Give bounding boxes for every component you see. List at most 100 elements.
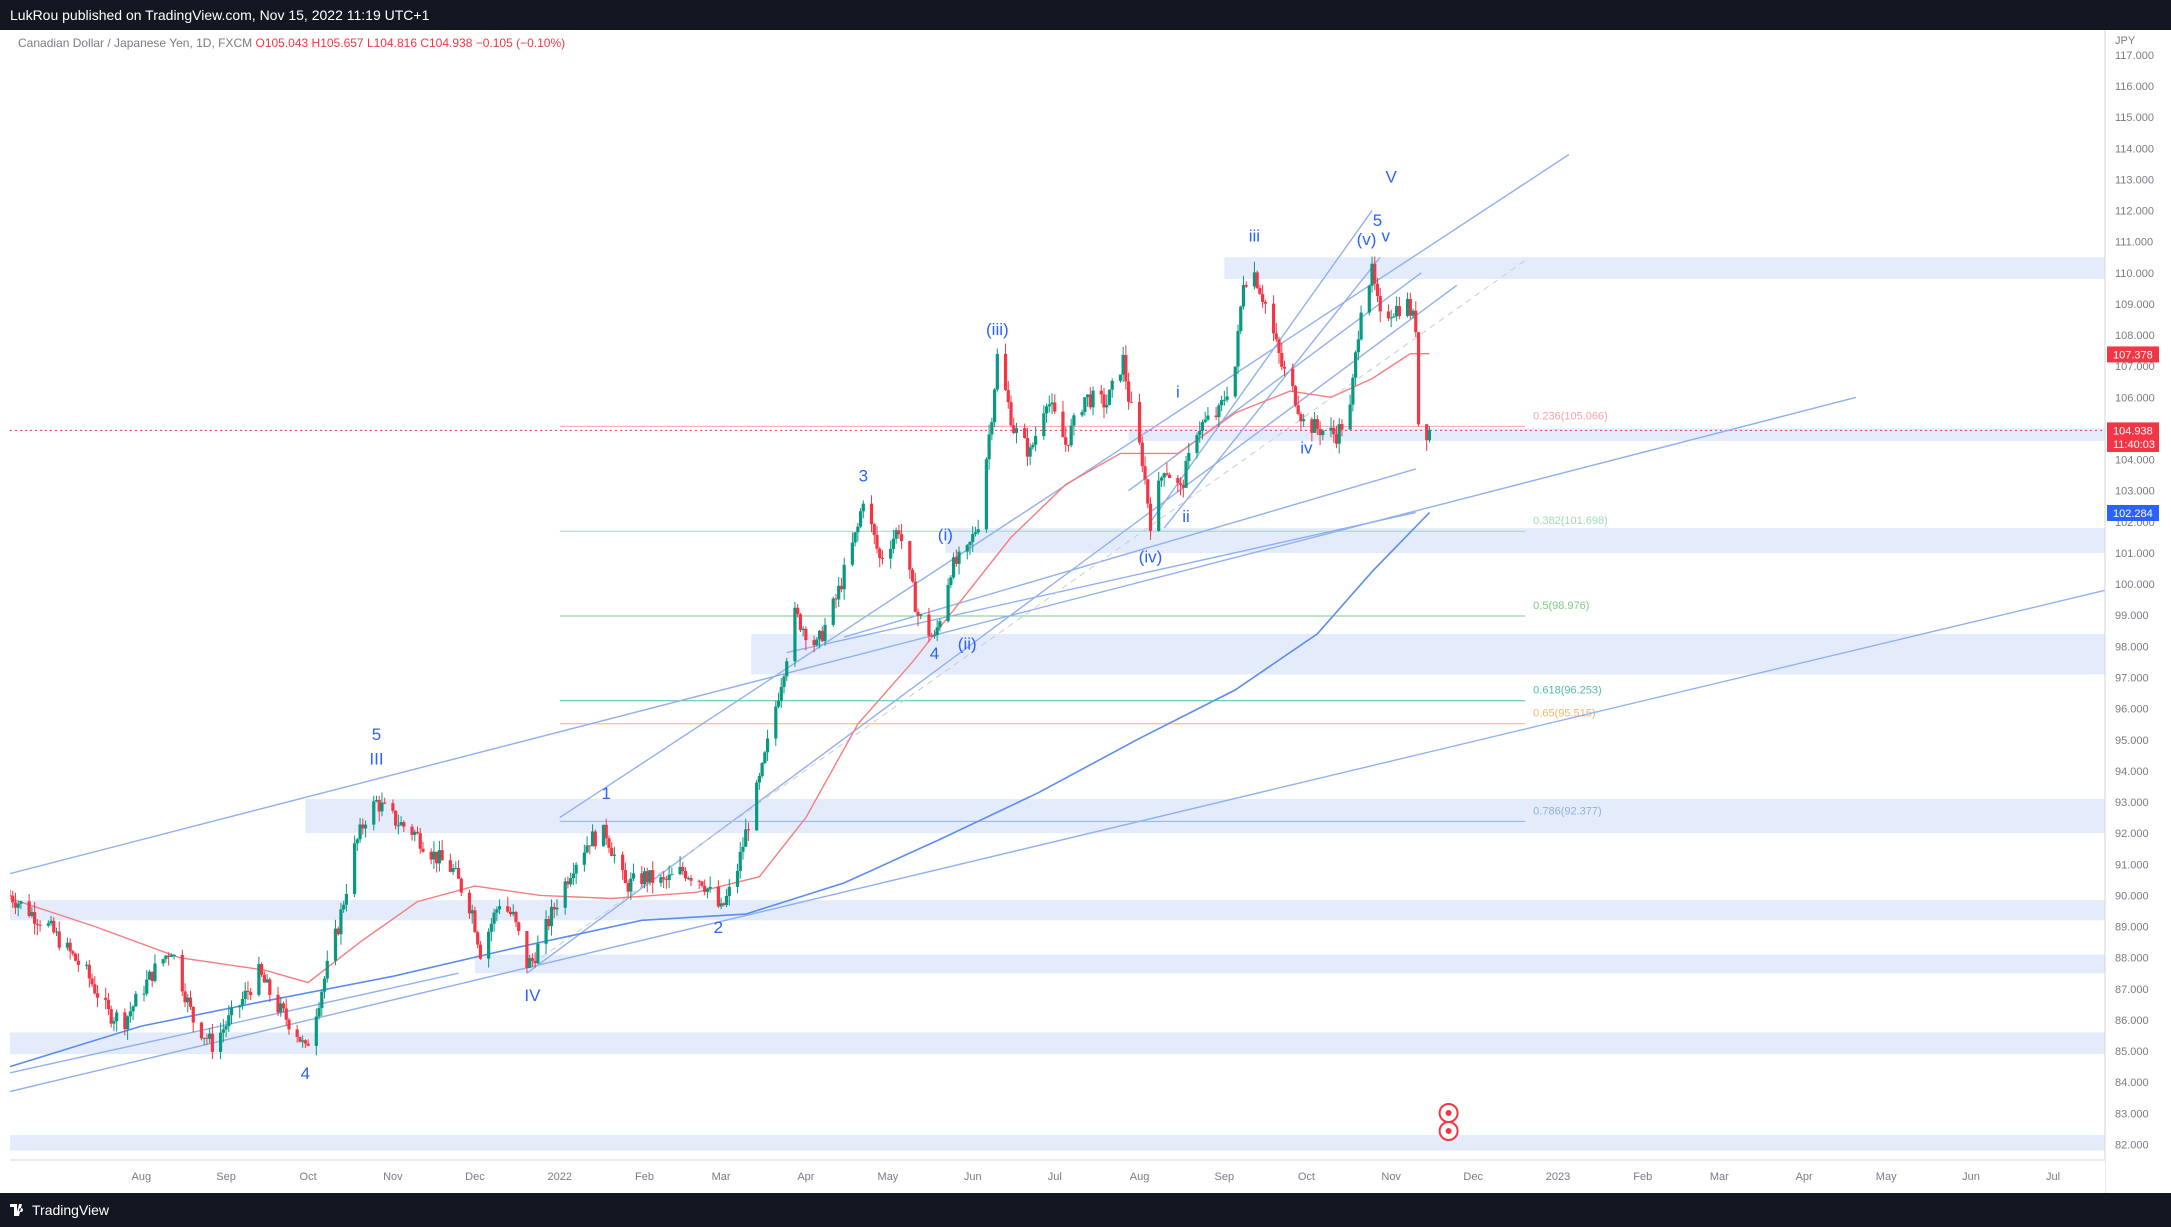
candle-down <box>415 831 420 834</box>
time-axis-tick: Feb <box>1633 1171 1652 1183</box>
elliott-wave-label: 4 <box>301 1064 310 1083</box>
candle-down <box>508 911 513 915</box>
price-axis-tick: 92.000 <box>2115 828 2149 840</box>
candle-up <box>30 912 34 916</box>
candle-up <box>164 955 168 960</box>
candle-up <box>257 964 261 995</box>
candle-up <box>1348 404 1352 430</box>
candle-down <box>1263 302 1267 304</box>
support-resistance-zone <box>305 798 2105 834</box>
candle-down <box>1310 419 1314 433</box>
candle-up <box>1198 430 1202 436</box>
candle-down <box>1129 401 1133 403</box>
elliott-wave-label: (i) <box>938 526 953 545</box>
candle-up <box>995 353 999 390</box>
candle-up <box>528 958 532 968</box>
candle-down <box>1291 368 1295 387</box>
support-resistance-zone <box>751 633 2106 675</box>
candle-down <box>421 848 425 852</box>
event-marker-dot <box>1445 1128 1452 1134</box>
candle-up <box>1187 452 1191 461</box>
candle-down <box>1088 394 1092 408</box>
candle-up <box>1351 377 1355 405</box>
candle-down <box>662 877 666 880</box>
time-axis-tick: Oct <box>300 1171 317 1183</box>
time-axis-tick: Sep <box>1215 1171 1235 1183</box>
candle-up <box>831 598 835 625</box>
candle-up <box>1321 430 1325 436</box>
candle-down <box>249 992 253 995</box>
candle-down <box>306 1043 310 1046</box>
chart-area[interactable]: 0.236(105.066) 0.382(101.698) 0.5(98.976) 0… <box>10 30 2161 1193</box>
candle-down <box>383 802 387 804</box>
candle-up <box>549 906 554 927</box>
candle-down <box>869 503 874 525</box>
elliott-wave-label: i <box>1176 382 1180 401</box>
projection-dashed-line <box>532 259 1526 965</box>
candle-up <box>399 822 403 826</box>
candle-down <box>281 1003 286 1009</box>
price-axis-tick: 110.000 <box>2115 268 2154 280</box>
candle-up <box>1370 263 1374 286</box>
candle-down <box>199 1022 204 1039</box>
candle-down <box>1299 413 1303 422</box>
candle-down <box>1408 298 1412 316</box>
candle-down <box>1137 401 1142 443</box>
price-axis-tick: 85.000 <box>2115 1046 2149 1058</box>
candle-down <box>1006 389 1010 403</box>
candle-down <box>530 958 534 961</box>
candle-down <box>804 628 808 641</box>
candle-up <box>858 511 863 527</box>
candle-up <box>1411 310 1415 316</box>
candle-up <box>353 843 357 894</box>
candle-down <box>57 931 61 948</box>
candle-up <box>719 903 723 907</box>
candle-up <box>224 1026 228 1030</box>
candle-down <box>1375 283 1380 296</box>
trendline <box>10 972 459 1074</box>
candle-down <box>930 635 934 637</box>
candle-up <box>396 825 400 827</box>
time-axis-tick: Aug <box>1130 1171 1150 1183</box>
price-axis-tick: 96.000 <box>2115 704 2149 716</box>
candle-down <box>716 886 720 907</box>
candle-up <box>333 928 338 961</box>
support-resistance-zone <box>1128 428 2105 441</box>
candle-up <box>569 878 573 885</box>
candle-up <box>339 909 343 935</box>
candle-down <box>900 534 904 542</box>
candle-up <box>629 878 633 892</box>
support-resistance-zone <box>10 1135 2105 1151</box>
candle-up <box>145 979 149 994</box>
candle-down <box>440 850 444 861</box>
candle-down <box>798 614 803 631</box>
elliott-wave-label: 4 <box>930 644 939 663</box>
candle-up <box>894 530 898 539</box>
fib-level-label: 0.236(105.066) <box>1533 410 1608 422</box>
legend-symbol: Canadian Dollar / Japanese Yen, 1D, FXCM <box>18 36 253 50</box>
candle-up <box>19 901 23 904</box>
candle-down <box>1148 503 1153 531</box>
candle-down <box>1340 424 1344 430</box>
candle-up <box>126 1016 130 1030</box>
price-axis-tick: 86.000 <box>2115 1015 2149 1027</box>
candle-up <box>951 557 956 578</box>
time-axis-tick: Dec <box>465 1171 485 1183</box>
candle-down <box>1099 390 1103 395</box>
legend-change: −0.105 (−0.10%) <box>475 36 566 50</box>
candle-down <box>681 866 685 872</box>
candle-down <box>167 955 171 957</box>
candle-up <box>227 1015 231 1027</box>
candle-up <box>555 907 559 910</box>
price-axis-tick: 106.000 <box>2115 392 2155 404</box>
candle-up <box>1105 404 1109 408</box>
tradingview-logo-icon <box>10 1204 24 1216</box>
candle-down <box>1143 466 1147 480</box>
candle-up <box>363 824 368 829</box>
candle-up <box>782 676 786 687</box>
price-chart[interactable]: 0.236(105.066) 0.382(101.698) 0.5(98.976) 0… <box>10 30 2161 1193</box>
fib-level-label: 0.618(96.253) <box>1533 685 1602 697</box>
candle-down <box>700 881 704 886</box>
candle-down <box>418 833 422 849</box>
candle-down <box>588 845 592 847</box>
